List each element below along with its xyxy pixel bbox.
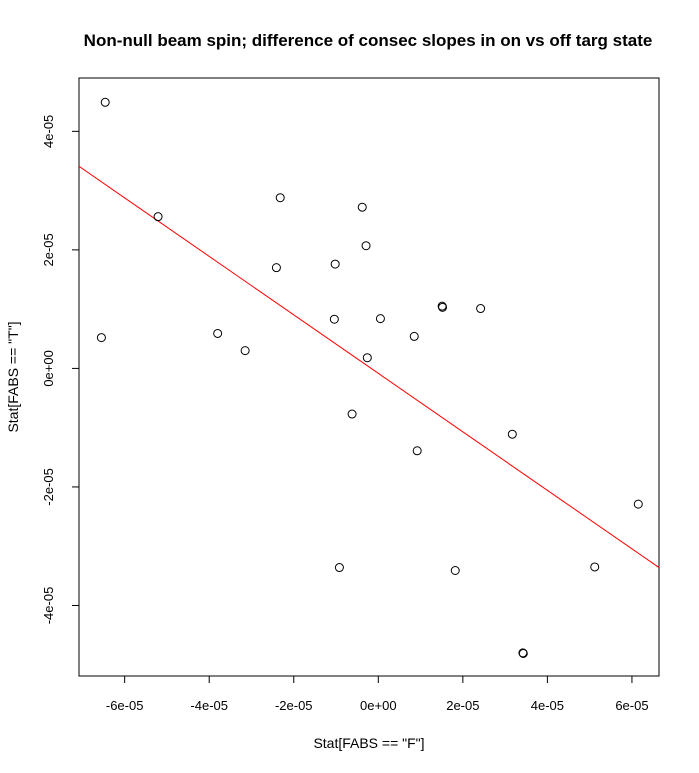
data-point: [213, 328, 223, 338]
x-axis-label: Stat[FABS == "F"]: [313, 735, 424, 751]
data-point: [518, 648, 528, 658]
points-layer: [96, 97, 643, 658]
data-point: [271, 263, 281, 273]
data-point: [357, 202, 367, 212]
x-tick-label: -6e-05: [106, 698, 144, 713]
data-point: [438, 302, 448, 312]
y-tick-label: -2e-05: [41, 468, 56, 506]
data-point: [275, 193, 285, 203]
x-tick-label: 2e-05: [446, 698, 479, 713]
fit-line-layer: [79, 165, 659, 568]
y-tick-label: 2e-05: [41, 233, 56, 266]
data-point: [362, 353, 372, 363]
data-point: [347, 409, 357, 419]
data-point: [476, 304, 486, 314]
data-point: [100, 97, 110, 107]
data-point: [409, 331, 419, 341]
data-point: [590, 562, 600, 572]
y-axis: -4e-05 -2e-05 0e+00 2e-05 4e-05: [41, 115, 80, 625]
data-point: [153, 212, 163, 222]
regression-line: [79, 165, 659, 568]
data-point: [96, 333, 106, 343]
data-point: [330, 259, 340, 269]
y-tick-label: 4e-05: [41, 115, 56, 148]
y-tick-label: -4e-05: [41, 587, 56, 625]
data-point: [633, 499, 643, 509]
chart-title: Non-null beam spin; difference of consec…: [84, 31, 653, 50]
data-point: [450, 566, 460, 576]
data-point: [334, 563, 344, 573]
x-tick-label: 0e+00: [360, 698, 397, 713]
x-tick-label: 6e-05: [615, 698, 648, 713]
y-axis-label: Stat[FABS == "T"]: [5, 321, 21, 432]
data-point: [507, 429, 517, 439]
x-tick-label: 4e-05: [531, 698, 564, 713]
y-tick-label: 0e+00: [41, 350, 56, 387]
data-point: [375, 314, 385, 324]
x-axis: -6e-05 -4e-05 -2e-05 0e+00 2e-05 4e-05 6e-05: [106, 675, 649, 713]
plot-frame: [78, 77, 660, 677]
data-point: [412, 446, 422, 456]
x-tick-label: -4e-05: [190, 698, 228, 713]
data-point: [361, 241, 371, 251]
data-point: [240, 346, 250, 356]
x-tick-label: -2e-05: [275, 698, 313, 713]
data-point: [329, 314, 339, 324]
